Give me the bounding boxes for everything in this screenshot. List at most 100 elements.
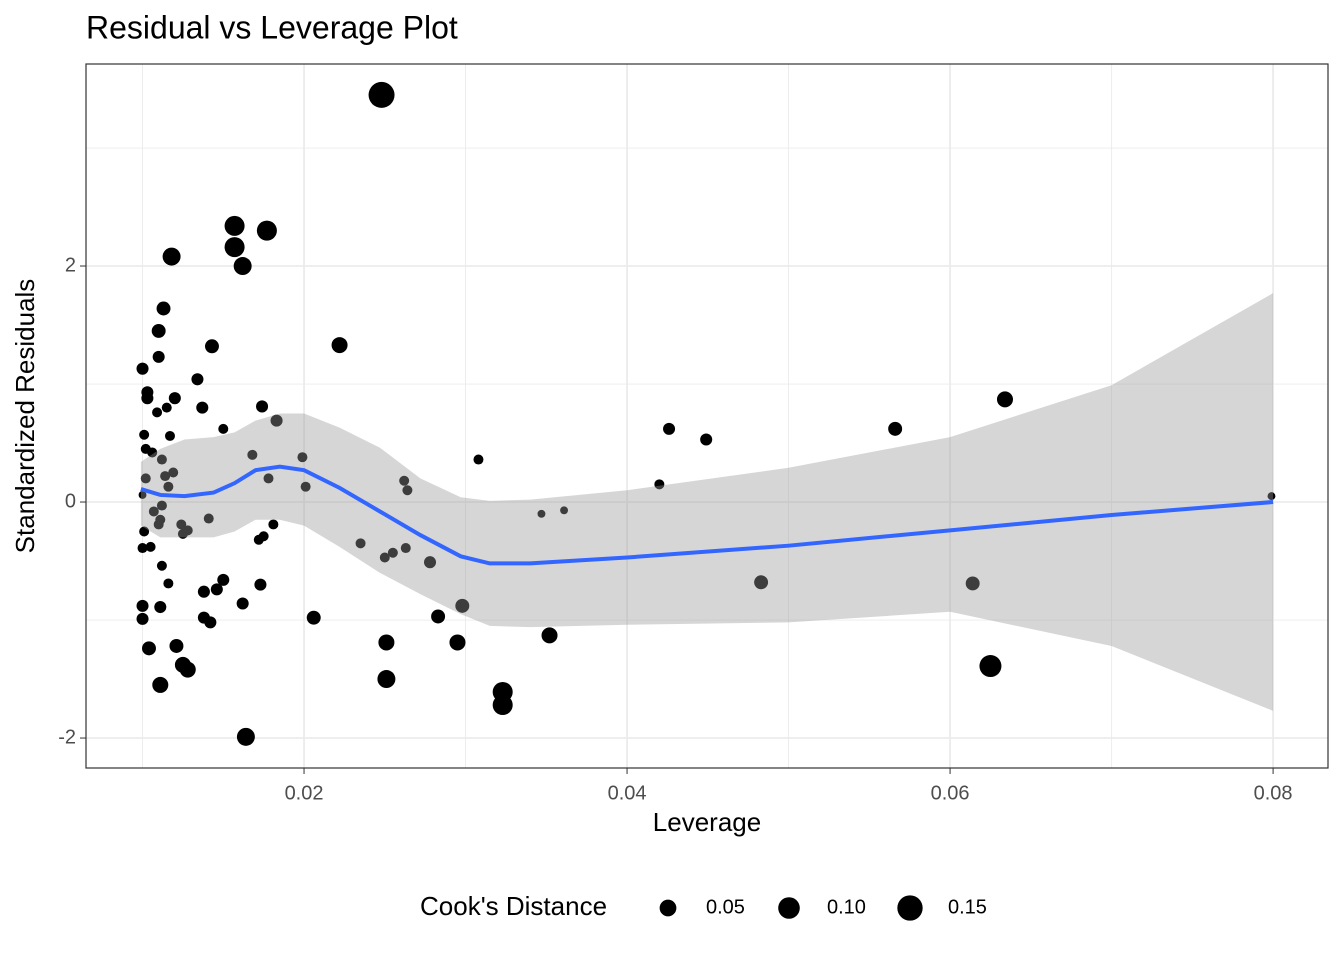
point <box>663 422 676 435</box>
point <box>654 479 665 490</box>
point <box>160 471 171 482</box>
point <box>379 552 390 563</box>
point <box>162 247 181 266</box>
point <box>138 491 147 499</box>
point <box>492 694 513 716</box>
point <box>137 543 148 554</box>
point <box>253 534 264 545</box>
point <box>270 414 283 427</box>
chart-title: Residual vs Leverage Plot <box>86 9 458 45</box>
y-tick-label: 2 <box>65 254 76 276</box>
point <box>224 215 245 236</box>
panel-border <box>85 63 1329 769</box>
point <box>191 373 204 386</box>
x-tick-label: 0.06 <box>931 782 970 804</box>
point <box>139 526 150 537</box>
point <box>156 301 171 316</box>
point <box>377 670 396 689</box>
point <box>263 473 274 484</box>
x-tick-label: 0.02 <box>285 782 324 804</box>
point <box>268 519 279 530</box>
point <box>136 362 149 375</box>
point <box>168 392 181 405</box>
point <box>152 350 165 363</box>
point <box>142 641 156 656</box>
point <box>204 616 217 629</box>
legend-key <box>897 895 923 921</box>
point <box>210 583 223 596</box>
point <box>141 392 154 405</box>
point <box>297 452 308 463</box>
point <box>996 391 1013 408</box>
point <box>147 447 158 458</box>
x-axis-label: Leverage <box>653 807 761 837</box>
point <box>136 599 149 612</box>
y-axis-label: Standardized Residuals <box>10 279 40 554</box>
legend-title: Cook's Distance <box>420 891 607 921</box>
x-tick-label: 0.04 <box>608 782 647 804</box>
point <box>979 655 1002 678</box>
point <box>541 627 558 644</box>
legend-key <box>659 899 677 917</box>
point <box>754 575 769 590</box>
point <box>236 727 255 746</box>
point <box>161 402 172 413</box>
point <box>153 519 164 530</box>
point <box>368 81 395 108</box>
point <box>164 430 175 441</box>
point <box>254 578 267 591</box>
smooth-line <box>140 464 1274 566</box>
point <box>399 475 410 486</box>
point <box>152 676 169 693</box>
point <box>423 556 437 569</box>
point <box>176 519 187 530</box>
point <box>163 578 174 589</box>
point <box>400 543 411 554</box>
point <box>151 323 166 338</box>
point <box>306 610 321 625</box>
point <box>205 339 219 354</box>
point <box>179 661 196 678</box>
point <box>233 257 252 276</box>
point <box>136 612 149 625</box>
point <box>203 513 214 524</box>
point <box>152 407 163 418</box>
confidence-band <box>140 293 1274 711</box>
point <box>156 500 167 511</box>
point <box>431 609 446 624</box>
point <box>145 541 156 552</box>
point <box>148 506 159 517</box>
point <box>224 237 245 258</box>
point <box>331 337 348 354</box>
point <box>537 509 546 518</box>
point <box>455 598 470 613</box>
point <box>163 481 174 492</box>
point <box>256 400 269 413</box>
point <box>355 538 366 549</box>
point <box>236 597 249 610</box>
point <box>196 401 209 414</box>
point <box>177 528 188 539</box>
point <box>1267 492 1276 501</box>
point <box>218 423 229 434</box>
point <box>965 576 980 591</box>
legend-label: 0.15 <box>948 896 987 918</box>
x-tick-label: 0.08 <box>1254 782 1293 804</box>
point <box>256 220 277 241</box>
legend-key <box>778 897 800 919</box>
point <box>156 454 167 465</box>
legend-label: 0.05 <box>706 896 745 918</box>
point <box>217 573 230 586</box>
point <box>449 634 466 651</box>
point <box>169 639 184 653</box>
point <box>387 547 398 558</box>
point <box>402 485 413 496</box>
point <box>140 473 151 484</box>
y-tick-label: -2 <box>58 726 76 748</box>
legend-label: 0.10 <box>827 896 866 918</box>
point <box>139 429 150 440</box>
point <box>197 585 210 598</box>
y-tick-label: 0 <box>65 490 76 512</box>
point <box>300 481 311 492</box>
